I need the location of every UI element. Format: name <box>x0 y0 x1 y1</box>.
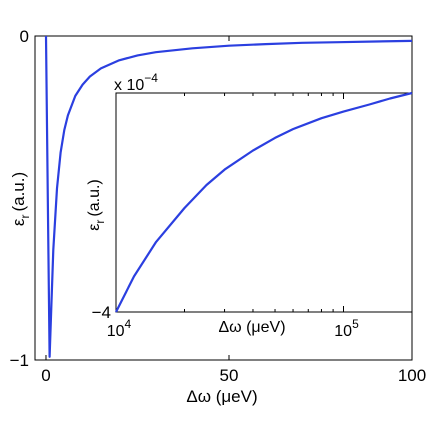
main-y-axis-unit: (a.u.) <box>9 172 28 212</box>
inset-y-axis-symbol: ε <box>86 224 103 231</box>
inset-series-line <box>115 91 413 313</box>
main-y-tick-label-0: 0 <box>20 27 29 46</box>
main-x-tick-label-0: 0 <box>41 366 50 385</box>
inset-y-tick-label-minus-4: −4 <box>92 303 111 322</box>
inset-y-axis-unit: (a.u.) <box>86 179 103 216</box>
inset-x-axis-title: Δω (μeV) <box>218 319 285 336</box>
inset-tick-marks <box>115 93 413 312</box>
main-x-axis-title: Δω (μeV) <box>186 387 257 406</box>
inset-x-tick-label-1e4: 104 <box>107 317 132 340</box>
main-y-axis-title: εr (a.u.) <box>9 172 32 226</box>
inset-y-multiplier: x 10−4 <box>114 71 158 94</box>
main-series-line <box>44 35 413 358</box>
inset-y-multiplier-exponent: −4 <box>144 71 158 85</box>
main-y-tick-label-minus-1: −1 <box>10 351 29 370</box>
inset-y-multiplier-base: x 10 <box>114 77 144 94</box>
inset-y-axis-subscript: r <box>93 220 107 224</box>
inset-x-tick-label-1e5: 105 <box>334 317 359 340</box>
main-y-axis-subscript: r <box>18 215 32 219</box>
main-y-axis-symbol: ε <box>9 218 28 226</box>
inset-plot-frame <box>115 92 413 313</box>
main-x-tick-label-50: 50 <box>220 366 239 385</box>
inset-x-tick-exponent-1e4: 4 <box>125 317 132 331</box>
inset-x-tick-base-1e4: 10 <box>107 323 125 340</box>
inset-x-tick-base-1e5: 10 <box>334 323 352 340</box>
inset-y-axis-title: εr (a.u.) <box>86 179 107 230</box>
inset-x-tick-exponent-1e5: 5 <box>352 317 359 331</box>
inset-chart: x 10−4 −4 104 105 Δω (μeV) εr(a.u.) <box>86 71 413 340</box>
main-x-tick-label-100: 100 <box>398 366 426 385</box>
